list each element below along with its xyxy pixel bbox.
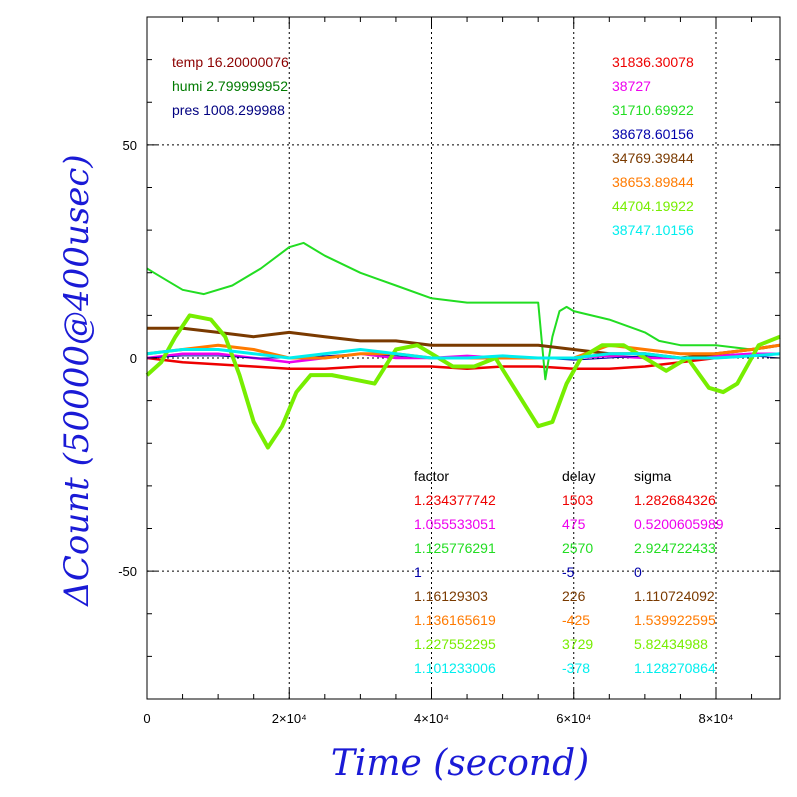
y-axis-title: ΔCount (50000@400usec) (57, 154, 97, 607)
series-line (146, 241, 781, 381)
table-cell: 1.055533051 (414, 516, 496, 532)
table-cell: 2570 (562, 540, 593, 556)
table-cell: 0.5200605989 (634, 516, 724, 532)
axis-ticks (146, 16, 780, 700)
x-tick-label: 8×10⁴ (699, 711, 734, 726)
offset-label: 38678.60156 (612, 126, 694, 142)
table-cell: 1.282684326 (634, 492, 716, 508)
table-cell: 1.136165619 (414, 612, 496, 628)
y-tick-label: 0 (130, 351, 137, 366)
table-header: sigma (634, 468, 672, 484)
table-cell: 1.101233006 (414, 660, 496, 676)
offset-legend: 31836.30078 38727 31710.69922 38678.60156 34… (612, 54, 694, 238)
table-cell: 475 (562, 516, 586, 532)
table-cell: 1.539922595 (634, 612, 716, 628)
series-lines (145, 241, 781, 450)
table-cell: 1503 (562, 492, 593, 508)
series-line (145, 313, 781, 450)
table-cell: 1.128270864 (634, 660, 716, 676)
offset-label: 31710.69922 (612, 102, 694, 118)
offset-label: 44704.19922 (612, 198, 694, 214)
table-cell: 1.16129303 (414, 588, 488, 604)
table-header: delay (562, 468, 595, 484)
x-tick-label: 2×10⁴ (272, 711, 307, 726)
environment-readout: temp 16.20000076 humi 2.799999952 pres 100… (172, 54, 289, 118)
x-tick-label: 6×10⁴ (556, 711, 591, 726)
offset-label: 38747.10156 (612, 222, 694, 238)
env-label: pres 1008.299988 (172, 102, 285, 118)
table-cell: 1 (414, 564, 422, 580)
table-cell: 0 (634, 564, 642, 580)
table-cell: 2.924722433 (634, 540, 716, 556)
table-cell: 1.234377742 (414, 492, 496, 508)
table-cell: -5 (562, 564, 575, 580)
y-tick-label: 50 (123, 138, 137, 153)
table-cell: -378 (562, 660, 590, 676)
x-axis-title: Time (second) (331, 743, 589, 784)
x-tick-label: 4×10⁴ (414, 711, 449, 726)
table-cell: 3729 (562, 636, 593, 652)
table-header: factor (414, 468, 449, 484)
x-tick-label: 0 (143, 711, 150, 726)
table-cell: 1.110724092 (634, 588, 715, 604)
table-cell: -425 (562, 612, 590, 628)
offset-label: 38653.89844 (612, 174, 694, 190)
env-label: humi 2.799999952 (172, 78, 288, 94)
offset-label: 34769.39844 (612, 150, 694, 166)
env-label: temp 16.20000076 (172, 54, 289, 70)
offset-label: 31836.30078 (612, 54, 694, 70)
y-tick-label: -50 (118, 564, 137, 579)
fit-parameter-table: factor delay sigma 1.234377742 1503 1.2826843… (414, 468, 724, 676)
offset-label: 38727 (612, 78, 651, 94)
series-line (146, 348, 781, 360)
table-cell: 1.227552295 (414, 636, 496, 652)
table-cell: 5.82434988 (634, 636, 708, 652)
table-cell: 226 (562, 588, 586, 604)
table-cell: 1.125776291 (414, 540, 496, 556)
